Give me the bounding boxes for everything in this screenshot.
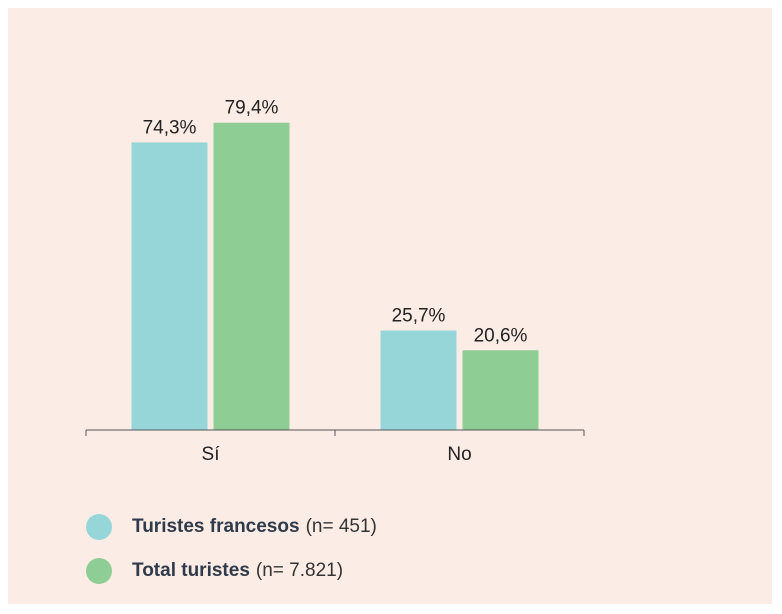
legend-item-turistes-francesos: Turistes francesos (n= 451) <box>86 512 377 542</box>
legend-swatch-total-turistes <box>86 558 112 584</box>
x-tick-label-no: No <box>447 444 471 465</box>
data-label-total-turistes-no: 20,6% <box>474 325 528 346</box>
legend-note-total-turistes: (n= 7.821) <box>255 560 344 581</box>
chart-legend: Turistes francesos (n= 451) Total turist… <box>86 512 377 600</box>
legend-label-total-turistes: Total turistes <box>132 560 250 581</box>
bar-total-turistes-no <box>462 350 539 430</box>
legend-label-turistes-francesos: Turistes francesos <box>132 516 300 537</box>
legend-item-total-turistes: Total turistes (n= 7.821) <box>86 556 377 586</box>
legend-swatch-turistes-francesos <box>86 514 112 540</box>
data-label-turistes-francesos-no: 25,7% <box>392 306 446 327</box>
bar-turistes-francesos-no <box>380 330 457 430</box>
data-label-turistes-francesos-si: 74,3% <box>143 117 197 138</box>
bar-total-turistes-si <box>213 122 290 431</box>
x-tick-label-si: Sí <box>202 444 221 465</box>
legend-note-turistes-francesos: (n= 451) <box>305 516 377 537</box>
data-label-total-turistes-si: 79,4% <box>225 98 279 119</box>
bar-turistes-francesos-si <box>131 142 208 431</box>
